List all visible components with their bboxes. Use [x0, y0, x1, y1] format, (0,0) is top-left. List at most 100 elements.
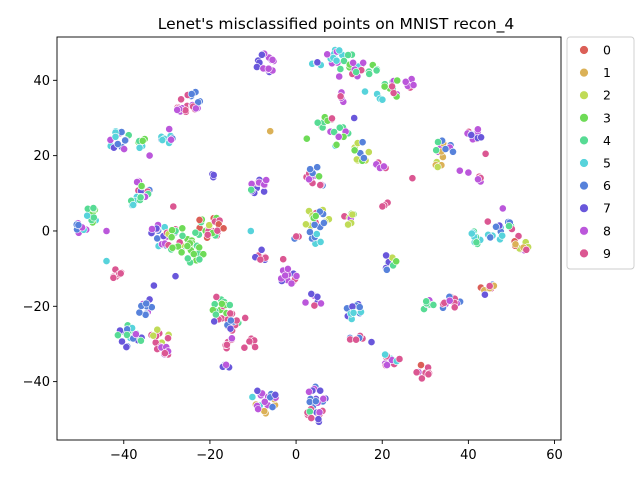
scatter-point [355, 303, 364, 311]
scatter-point [262, 176, 271, 184]
scatter-point [271, 390, 280, 399]
scatter-point [315, 172, 323, 181]
scatter-point [389, 89, 398, 97]
scatter-point [111, 132, 120, 141]
scatter-point [481, 149, 490, 158]
scatter-point [307, 414, 316, 422]
scatter-point [310, 220, 319, 229]
scatter-point [122, 343, 131, 351]
scatter-point [409, 81, 418, 89]
scatter-point [429, 300, 438, 309]
scatter-point [348, 302, 357, 311]
scatter-point [268, 55, 277, 64]
points-layer [72, 46, 533, 426]
scatter-point [316, 181, 325, 189]
scatter-point [310, 301, 319, 310]
scatter-point [498, 204, 507, 213]
y-tick-label: −20 [23, 300, 50, 315]
legend-label: 8 [603, 223, 611, 238]
scatter-point [266, 127, 275, 136]
scatter-point [195, 215, 204, 224]
scatter-point [227, 334, 236, 343]
scatter-point [305, 407, 314, 416]
scatter-point [287, 279, 296, 288]
axis-layer: −40 −20 0 20 40 60 −40 −20 0 20 40 [23, 74, 563, 463]
scatter-point [178, 231, 187, 240]
chart-title: Lenet's misclassified points on MNIST re… [158, 15, 514, 34]
scatter-point [336, 92, 345, 101]
scatter-point [153, 325, 162, 334]
scatter-point [121, 136, 129, 145]
scatter-point [344, 220, 352, 229]
scatter-point [241, 313, 250, 322]
scatter-point [217, 299, 226, 308]
scatter-point [183, 242, 192, 250]
legend-marker [579, 180, 589, 191]
plot-frame [56, 36, 562, 441]
scatter-point [165, 125, 174, 134]
scatter-point [335, 123, 344, 132]
scatter-point [137, 182, 146, 190]
scatter-point [256, 255, 265, 264]
scatter-point [311, 397, 320, 406]
legend-marker [579, 226, 589, 236]
scatter-point [160, 349, 169, 358]
scatter-point [328, 114, 336, 123]
scatter-point [168, 226, 176, 235]
scatter-point [311, 212, 320, 220]
scatter-point [361, 87, 369, 96]
scatter-point [364, 148, 373, 156]
legend-label: 6 [603, 178, 611, 193]
scatter-point [379, 162, 388, 171]
legend-frame [566, 36, 635, 270]
scatter-point [138, 136, 147, 145]
scatter-point [251, 343, 259, 351]
x-tick-label: 0 [292, 448, 300, 463]
scatter-point [145, 151, 154, 160]
legend-marker [579, 113, 589, 123]
scatter-point [498, 231, 507, 240]
scatter-point [492, 222, 500, 231]
scatter-point [191, 104, 200, 113]
scatter-point [247, 185, 256, 194]
scatter-point [352, 68, 360, 76]
scatter-point [177, 248, 186, 257]
scatter-point [316, 237, 325, 246]
scatter-point [401, 77, 410, 86]
scatter-point [305, 175, 313, 184]
scatter-point [136, 336, 145, 345]
scatter-point [313, 163, 322, 172]
scatter-point [340, 57, 348, 65]
legend-marker [579, 248, 589, 259]
legend: 0 1 2 3 4 5 6 7 8 9 [566, 36, 635, 270]
scatter-point [113, 140, 122, 148]
scatter-point [359, 58, 368, 67]
legend-label: 5 [603, 156, 611, 171]
scatter-point [467, 229, 476, 238]
scatter-point [477, 133, 485, 142]
scatter-point [283, 264, 292, 273]
scatter-point [514, 232, 523, 240]
scatter-point [246, 227, 255, 235]
scatter-point [335, 46, 344, 55]
scatter-point [307, 289, 316, 298]
scatter-point [189, 250, 198, 258]
scatter-point [408, 174, 417, 183]
y-tick-label: 40 [33, 74, 50, 89]
scatter-point [332, 140, 341, 149]
scatter-point [323, 50, 332, 59]
scatter-point [382, 265, 391, 274]
legend-label: 1 [603, 65, 611, 80]
scatter-point [417, 361, 425, 369]
scatter-point [365, 70, 374, 78]
scatter-point [83, 211, 92, 220]
scatter-point [131, 330, 140, 339]
scatter-point [511, 240, 520, 249]
x-tick-label: 40 [460, 448, 477, 463]
scatter-point [395, 355, 404, 363]
scatter-point [248, 393, 257, 401]
scatter-point [301, 220, 310, 229]
legend-label: 7 [603, 201, 611, 216]
legend-marker [579, 158, 589, 168]
scatter-point [449, 147, 457, 156]
